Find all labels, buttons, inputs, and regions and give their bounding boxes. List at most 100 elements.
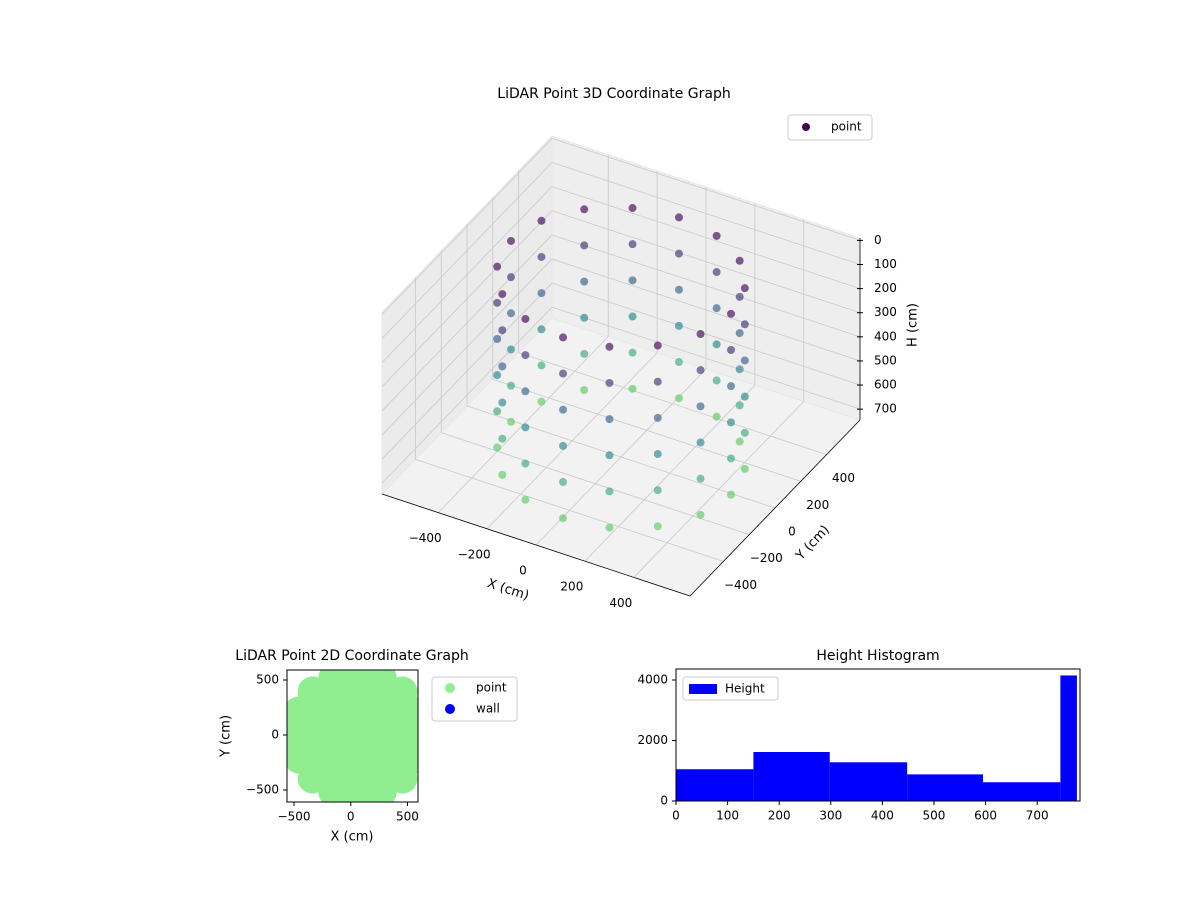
point: [735, 256, 744, 265]
grid-line: [551, 210, 861, 314]
point: [696, 474, 705, 483]
point: [740, 392, 749, 401]
point: [740, 284, 749, 293]
point: [727, 418, 735, 427]
grid-line: [381, 138, 553, 315]
point: [674, 358, 683, 367]
point: [628, 312, 637, 321]
point: [507, 381, 515, 390]
legend-box: [682, 676, 779, 701]
grid-line: [551, 258, 861, 362]
legend-label: point: [476, 681, 507, 695]
chart-title: Height Histogram: [816, 648, 939, 664]
point: [559, 478, 568, 487]
axes-frame: [286, 669, 419, 803]
point: [493, 262, 502, 271]
legend-label: point: [831, 120, 862, 134]
point: [521, 423, 530, 432]
grid-line: [492, 378, 801, 482]
plot-area: [287, 670, 418, 802]
point: [559, 369, 568, 378]
point: [342, 781, 373, 802]
point: [696, 330, 705, 339]
x-tick-label: 0: [672, 809, 680, 823]
point: [537, 397, 546, 406]
point: [580, 349, 589, 358]
point: [559, 514, 568, 523]
legend-patch: [689, 684, 717, 694]
grid-line: [518, 352, 827, 456]
point: [740, 428, 749, 437]
x-tick-label: 600: [974, 809, 997, 823]
point: [406, 720, 418, 750]
point: [580, 205, 589, 214]
point: [696, 438, 705, 447]
point: [605, 342, 614, 351]
y-tick-label: −500: [246, 783, 279, 797]
y-tick-label: −400: [724, 578, 757, 592]
point: [727, 382, 735, 391]
point: [537, 289, 546, 298]
grid-line: [551, 306, 861, 410]
point: [727, 454, 735, 463]
point: [696, 510, 705, 519]
point: [580, 313, 589, 322]
point: [628, 384, 637, 393]
point: [712, 304, 721, 313]
legend-box: [431, 676, 518, 722]
point: [653, 413, 662, 422]
point: [537, 216, 546, 225]
z-tick-label: 600: [874, 378, 897, 392]
point: [653, 377, 662, 386]
y-axis-label: Y (cm): [793, 523, 833, 565]
point: [696, 402, 705, 411]
point: [507, 417, 515, 426]
point: [735, 401, 744, 410]
point: [521, 314, 530, 323]
chart-title: LiDAR Point 3D Coordinate Graph: [497, 86, 730, 102]
bar: [1060, 675, 1077, 801]
point: [712, 412, 721, 421]
y-tick-label: −200: [750, 551, 783, 565]
point: [498, 398, 507, 407]
x-tick-label: 300: [819, 809, 842, 823]
point: [580, 241, 589, 250]
point: [653, 450, 662, 459]
chart-title: LiDAR Point 2D Coordinate Graph: [235, 648, 468, 664]
y-tick-label: 200: [806, 498, 829, 512]
z-tick-label: 400: [874, 329, 897, 343]
point: [507, 273, 515, 282]
point: [498, 434, 507, 443]
point: [521, 495, 530, 504]
point: [740, 464, 749, 473]
point: [740, 320, 749, 329]
point: [498, 326, 507, 335]
z-tick-label: 700: [874, 402, 897, 416]
point: [727, 309, 735, 318]
point: [628, 348, 637, 357]
y-axis-label: Y (cm): [219, 715, 234, 758]
grid-line: [551, 162, 861, 265]
grid-line: [381, 210, 553, 388]
point: [521, 351, 530, 360]
point: [507, 345, 515, 354]
x-tick-label: 200: [768, 809, 791, 823]
z-axis-label: H (cm): [906, 303, 921, 347]
point: [674, 213, 683, 222]
axes-frame: [675, 668, 1081, 802]
point: [521, 387, 530, 396]
point: [580, 386, 589, 395]
x-tick-label: 400: [609, 596, 632, 610]
point: [727, 490, 735, 499]
point: [653, 341, 662, 350]
grid-line: [466, 405, 776, 509]
point: [735, 437, 744, 446]
point: [318, 776, 349, 802]
point: [712, 376, 721, 385]
point: [537, 361, 546, 370]
point: [507, 309, 515, 318]
point: [401, 743, 418, 774]
legend-box: [787, 114, 873, 141]
grid-line: [551, 186, 861, 290]
